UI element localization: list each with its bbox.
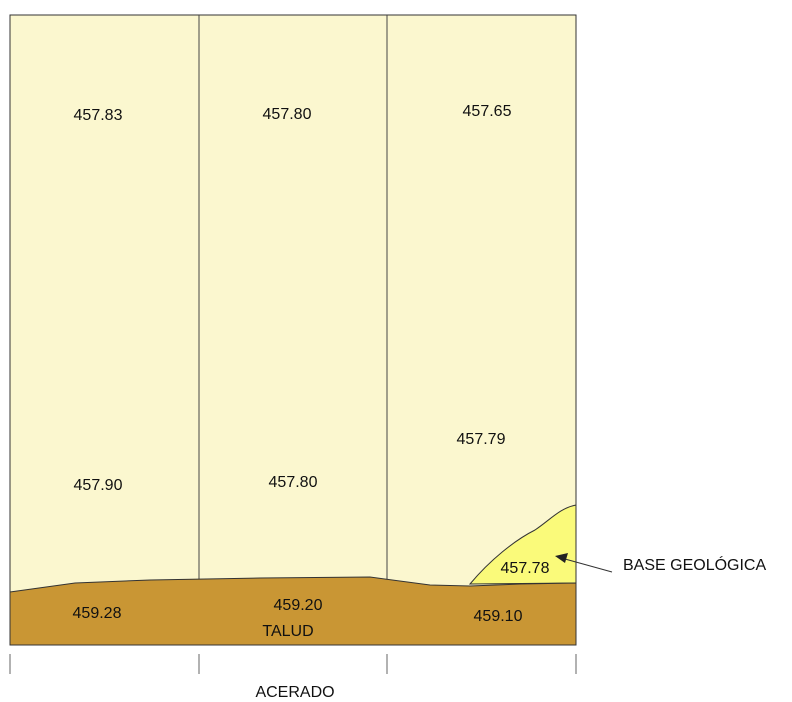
parcel-3-upper-level: 457.65 (463, 103, 512, 120)
acerado-label: ACERADO (255, 684, 334, 701)
base-geologica-arrowhead (555, 553, 568, 563)
talud-label: TALUD (262, 623, 313, 640)
talud-level-2: 459.20 (274, 597, 323, 614)
parcel-1-lower-level: 457.90 (74, 477, 123, 494)
talud-level-3: 459.10 (474, 608, 523, 625)
base-geologica-label: BASE GEOLÓGICA (623, 555, 766, 574)
parcel-2-upper-level: 457.80 (263, 106, 312, 123)
parcel-area (9, 14, 577, 646)
talud-area (9, 576, 577, 646)
base-geologica-leader (564, 558, 613, 573)
parcel-2-lower-level: 457.80 (269, 474, 318, 491)
talud-level-1: 459.28 (73, 605, 122, 622)
base-geologica-level: 457.78 (501, 560, 550, 577)
parcel-3-lower-level: 457.79 (457, 431, 506, 448)
parcel-1-upper-level: 457.83 (74, 107, 123, 124)
base-geologica-area (468, 504, 577, 585)
